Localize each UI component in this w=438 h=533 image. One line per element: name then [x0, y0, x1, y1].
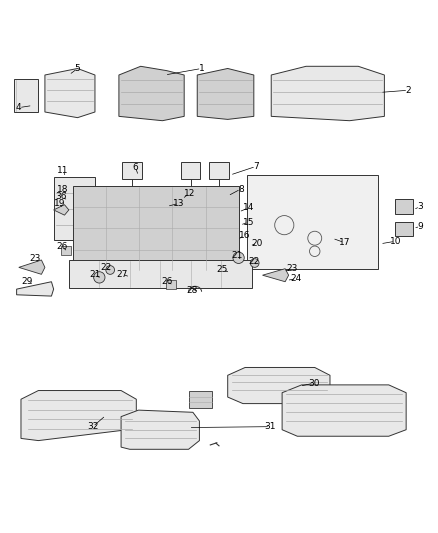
Text: 18: 18: [57, 184, 69, 193]
Bar: [14, 79, 39, 112]
Text: 15: 15: [243, 217, 254, 227]
Circle shape: [251, 259, 259, 268]
Circle shape: [233, 252, 244, 263]
Text: 26: 26: [57, 243, 68, 252]
Text: 32: 32: [87, 422, 99, 431]
Text: 10: 10: [389, 237, 401, 246]
Bar: [181, 162, 200, 180]
Text: 31: 31: [265, 422, 276, 431]
Bar: [209, 162, 229, 180]
Text: 7: 7: [253, 162, 259, 171]
Polygon shape: [45, 68, 95, 118]
Circle shape: [94, 272, 105, 283]
Bar: [53, 177, 95, 240]
Bar: [395, 222, 413, 236]
Polygon shape: [119, 66, 184, 120]
Text: 25: 25: [217, 265, 228, 274]
Text: 30: 30: [308, 378, 320, 387]
Text: 3: 3: [417, 202, 423, 211]
Polygon shape: [262, 269, 289, 282]
Text: 22: 22: [100, 263, 111, 272]
Polygon shape: [121, 410, 199, 449]
Polygon shape: [197, 68, 254, 119]
Text: 1: 1: [199, 64, 205, 73]
Bar: [166, 280, 177, 289]
Polygon shape: [17, 282, 53, 296]
Text: 4: 4: [16, 103, 21, 112]
Text: 12: 12: [184, 189, 195, 198]
Text: 21: 21: [232, 251, 243, 260]
Polygon shape: [19, 260, 45, 274]
Text: 20: 20: [251, 239, 263, 248]
Bar: [395, 199, 413, 214]
Bar: [122, 162, 141, 180]
Polygon shape: [271, 66, 385, 120]
Text: 5: 5: [74, 64, 81, 73]
Text: 29: 29: [22, 277, 33, 286]
Text: 2: 2: [406, 86, 411, 95]
Bar: [247, 175, 378, 269]
Text: 23: 23: [30, 254, 41, 263]
Bar: [69, 260, 252, 288]
Text: 21: 21: [89, 270, 101, 279]
Text: 17: 17: [339, 238, 350, 247]
Text: 27: 27: [117, 270, 128, 279]
Bar: [188, 391, 212, 408]
Text: 19: 19: [53, 199, 65, 208]
Bar: [60, 246, 71, 255]
Polygon shape: [228, 367, 330, 403]
Text: 11: 11: [57, 166, 69, 175]
Text: 23: 23: [286, 264, 298, 273]
Polygon shape: [53, 205, 69, 215]
Polygon shape: [21, 391, 136, 441]
Text: 8: 8: [238, 184, 244, 193]
Text: 22: 22: [248, 257, 259, 266]
Text: 14: 14: [243, 203, 254, 212]
Polygon shape: [282, 385, 406, 436]
Text: 16: 16: [239, 231, 250, 240]
Text: 28: 28: [186, 286, 198, 295]
Circle shape: [106, 265, 115, 274]
Text: 26: 26: [161, 277, 173, 286]
Text: 6: 6: [133, 163, 138, 172]
Text: 13: 13: [173, 199, 185, 208]
Bar: [73, 186, 239, 271]
Text: 36: 36: [56, 192, 67, 201]
Text: 9: 9: [417, 222, 424, 231]
Text: 24: 24: [291, 274, 302, 283]
